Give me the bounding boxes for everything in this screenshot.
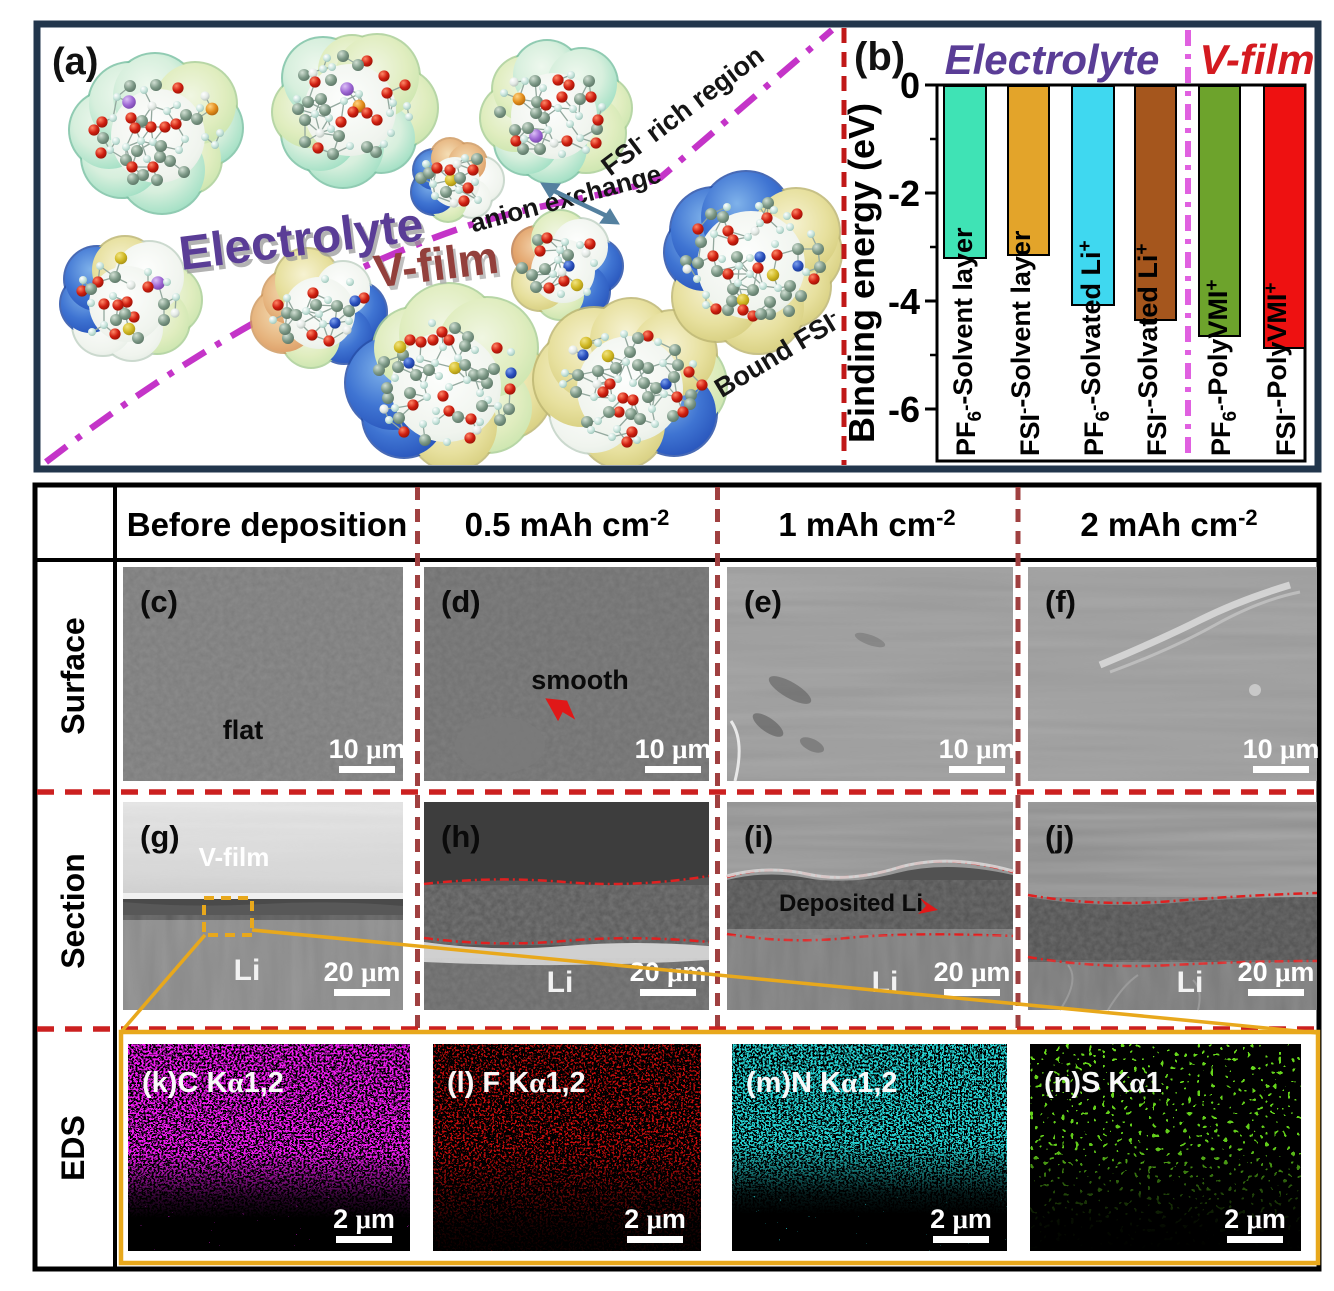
- svg-text:V-film: V-film: [199, 842, 270, 872]
- svg-text:2 μm: 2 μm: [930, 1204, 992, 1234]
- svg-text:PF6--Solvent layer: PF6--Solvent layer: [948, 227, 986, 456]
- svg-text:PF6--PolyVMI+: PF6--PolyVMI+: [1202, 279, 1241, 456]
- svg-text:Li: Li: [547, 966, 574, 999]
- svg-text:-2: -2: [888, 173, 920, 214]
- svg-text:(m)N Kα1,2: (m)N Kα1,2: [746, 1067, 898, 1099]
- svg-text:20 μm: 20 μm: [324, 957, 401, 987]
- svg-text:0.5 mAh cm-2: 0.5 mAh cm-2: [465, 505, 670, 543]
- svg-text:FSI--PolyVMI+: FSI--PolyVMI+: [1261, 283, 1301, 456]
- svg-text:10 μm: 10 μm: [329, 734, 406, 764]
- svg-text:Binding energy (eV): Binding energy (eV): [841, 103, 882, 443]
- svg-text:FSI--Solvated Li+: FSI--Solvated Li+: [1132, 244, 1172, 456]
- svg-text:Electrolyte: Electrolyte: [945, 36, 1160, 83]
- svg-text:Surface: Surface: [55, 617, 91, 734]
- svg-text:(l) F Kα1,2: (l) F Kα1,2: [447, 1067, 586, 1099]
- svg-text:(h): (h): [441, 819, 481, 854]
- svg-text:(i): (i): [744, 819, 773, 854]
- svg-text:2 mAh cm-2: 2 mAh cm-2: [1080, 505, 1257, 543]
- svg-text:FSI--Solvent layer: FSI--Solvent layer: [1006, 230, 1045, 456]
- svg-text:Li: Li: [234, 954, 261, 987]
- svg-text:EDS: EDS: [55, 1115, 91, 1181]
- svg-text:(a): (a): [52, 41, 98, 83]
- svg-text:-4: -4: [888, 281, 920, 322]
- svg-text:smooth: smooth: [531, 665, 629, 695]
- svg-text:Li: Li: [1177, 966, 1204, 999]
- svg-text:2 μm: 2 μm: [333, 1204, 395, 1234]
- svg-text:(f): (f): [1045, 584, 1076, 619]
- svg-text:-6: -6: [888, 389, 920, 430]
- svg-text:2 μm: 2 μm: [624, 1204, 686, 1234]
- svg-text:1 mAh cm-2: 1 mAh cm-2: [778, 505, 955, 543]
- svg-text:Deposited Li: Deposited Li: [779, 890, 923, 917]
- svg-text:Before deposition: Before deposition: [127, 506, 408, 543]
- svg-text:PF6--Solvated Li+: PF6--Solvated Li+: [1075, 240, 1114, 456]
- svg-text:10 μm: 10 μm: [635, 734, 712, 764]
- svg-text:(e): (e): [744, 584, 782, 619]
- svg-text:20 μm: 20 μm: [934, 957, 1011, 987]
- svg-text:0: 0: [900, 65, 920, 106]
- svg-text:2 μm: 2 μm: [1224, 1204, 1286, 1234]
- svg-text:(g): (g): [140, 819, 180, 854]
- svg-text:V-film: V-film: [1199, 36, 1314, 83]
- svg-text:Li: Li: [872, 966, 899, 999]
- svg-text:flat: flat: [223, 715, 264, 745]
- svg-text:(n)S Kα1: (n)S Kα1: [1044, 1067, 1162, 1099]
- svg-text:(j): (j): [1045, 819, 1074, 854]
- svg-text:(d): (d): [441, 584, 481, 619]
- svg-text:20 μm: 20 μm: [1238, 957, 1315, 987]
- svg-text:(k)C Kα1,2: (k)C Kα1,2: [142, 1067, 284, 1099]
- svg-text:(c): (c): [140, 584, 178, 619]
- svg-text:Section: Section: [55, 853, 91, 969]
- svg-text:10 μm: 10 μm: [1243, 734, 1320, 764]
- svg-text:10 μm: 10 μm: [939, 734, 1016, 764]
- svg-text:(b): (b): [854, 35, 905, 79]
